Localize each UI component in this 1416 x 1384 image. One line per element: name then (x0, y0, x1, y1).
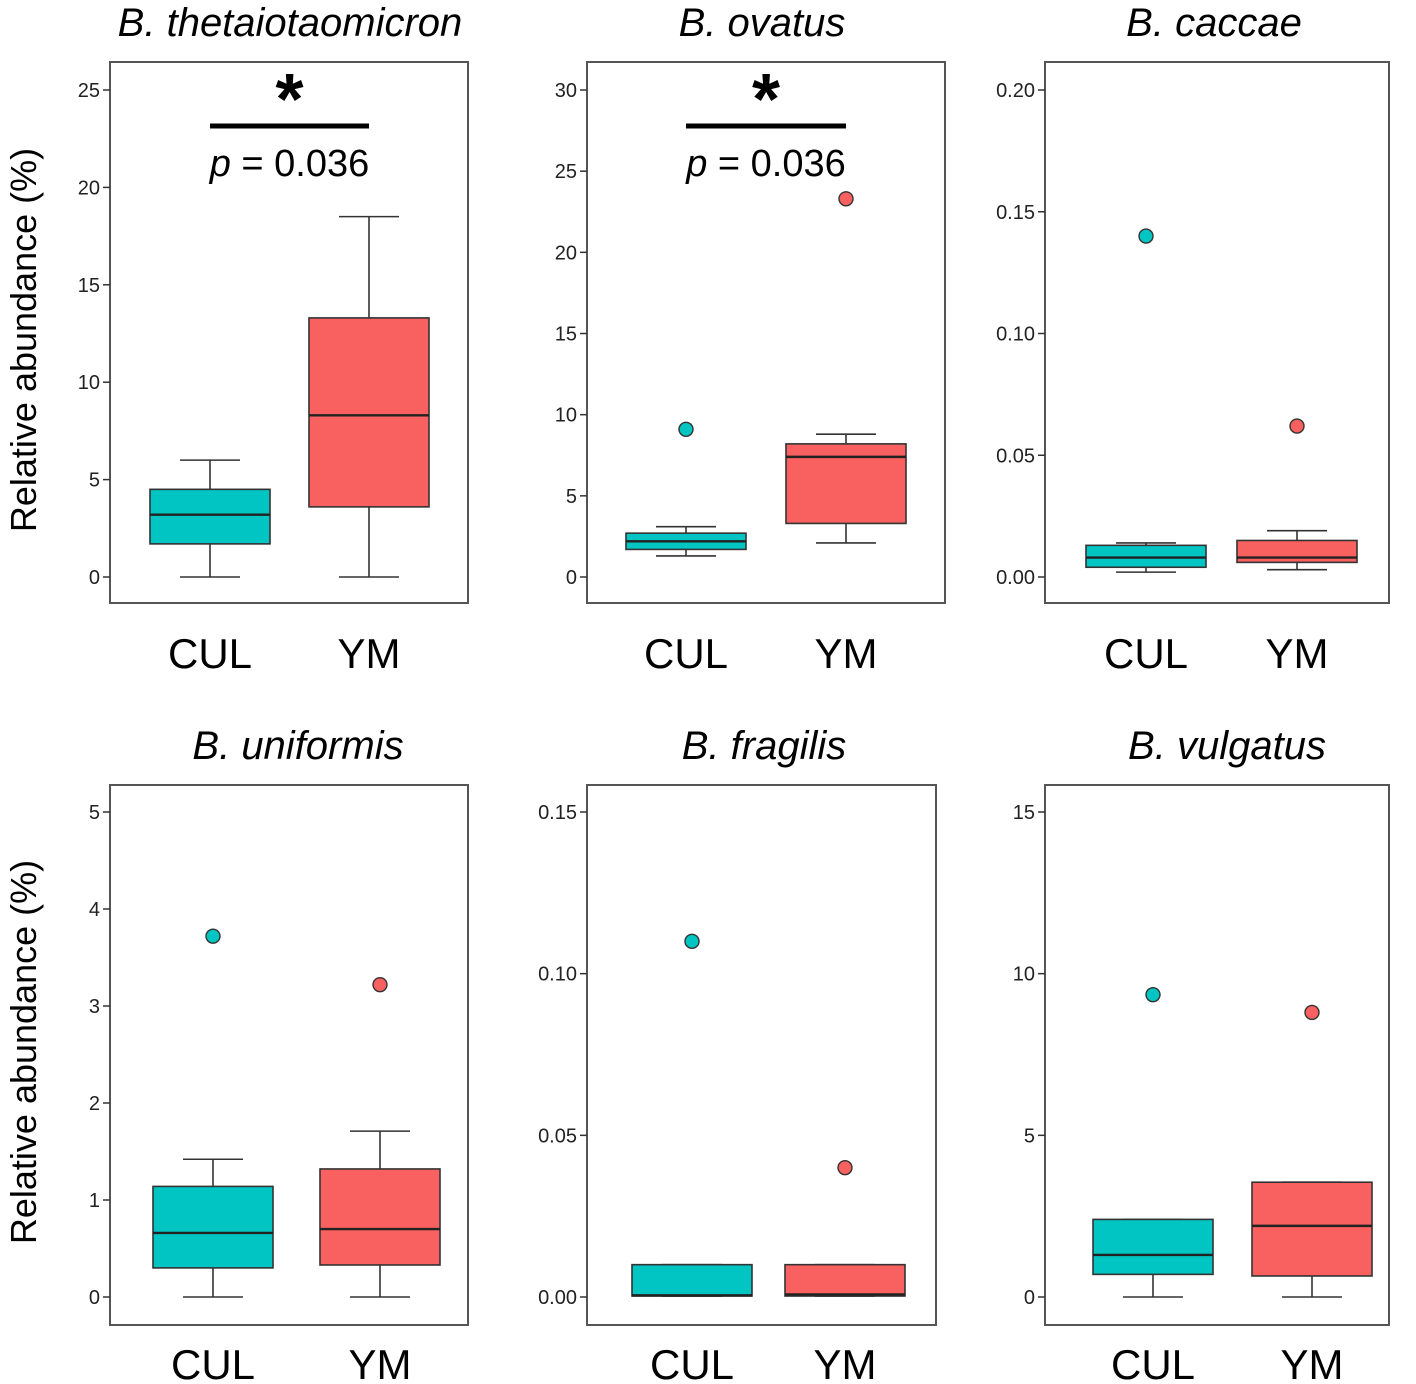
panel-4-ytick-label: 2 (89, 1093, 100, 1115)
panel-2-ytick-label: 30 (555, 80, 577, 102)
panel-2-ytick-label: 0 (566, 567, 577, 589)
panel-6-ytick-label: 15 (1013, 802, 1035, 824)
panel-4-frame (109, 784, 469, 1326)
panel-4-cul-outlier (205, 928, 221, 944)
panel-1-ytick-label: 25 (78, 80, 100, 102)
y-axis-label-bottom: Relative abundance (%) (3, 860, 44, 1244)
panel-2-ytick-label: 20 (555, 242, 577, 264)
panel-5-ytick-label: 0.15 (538, 802, 577, 824)
panel-4-cul-box (152, 1185, 274, 1269)
panel-4-ytick-label: 1 (89, 1190, 100, 1212)
panel-1-ytick-label: 10 (78, 372, 100, 394)
panel-1-significance-star: * (275, 60, 303, 140)
panel-5-ytick-label: 0.10 (538, 964, 577, 986)
panel-6-ytick-label: 5 (1024, 1125, 1035, 1147)
panel-3-category-label: CUL (1104, 630, 1188, 677)
panel-6-ytick-label: 0 (1024, 1287, 1035, 1309)
panel-4-ytick-label: 0 (89, 1287, 100, 1309)
panel-4-category-label: YM (349, 1341, 412, 1384)
panel-6-frame (1044, 784, 1390, 1326)
panel-1-category-label: YM (338, 630, 401, 677)
panel-1-title: B. thetaiotaomicron (118, 1, 463, 45)
panel-3-ytick-label: 0.15 (996, 202, 1035, 224)
panel-1-p-number: = 0.036 (231, 143, 369, 185)
panel-4-ym-outlier (372, 976, 388, 993)
panel-1-ytick-label: 20 (78, 177, 100, 199)
panel-5-title: B. fragilis (682, 724, 847, 768)
panel-6-category-label: YM (1281, 1341, 1344, 1384)
panel-5-frame (586, 784, 937, 1326)
panel-2-p-value: p = 0.036 (685, 143, 846, 185)
panel-6-ytick-label: 10 (1013, 964, 1035, 986)
panel-3-cul-outlier (1138, 228, 1154, 244)
panel-6-title: B. vulgatus (1128, 724, 1326, 768)
panel-1-ytick-label: 5 (89, 470, 100, 492)
panel-3-frame (1044, 61, 1390, 604)
panel-2-ytick-label: 15 (555, 324, 577, 346)
panel-2-ytick-label: 25 (555, 161, 577, 183)
panel-2-cul-outlier (678, 421, 694, 437)
panel-2-title: B. ovatus (679, 1, 846, 45)
panel-2-p-number: = 0.036 (707, 143, 845, 185)
panel-6-ym-outlier (1304, 1004, 1320, 1021)
panel-1-p-value: p = 0.036 (209, 143, 370, 185)
panel-2-ym-outlier (838, 191, 854, 207)
panel-3-cul-box (1085, 544, 1207, 569)
panel-5-ytick-label: 0.00 (538, 1287, 577, 1309)
panel-5-cul-outlier (684, 933, 700, 950)
panel-5-category-label: CUL (650, 1341, 734, 1384)
y-axis-label-top: Relative abundance (%) (3, 148, 44, 532)
panel-4-ytick-label: 5 (89, 802, 100, 824)
panel-3-ytick-label: 0.00 (996, 567, 1035, 589)
panel-6-cul-box (1092, 1218, 1214, 1276)
panel-3-category-label: YM (1266, 630, 1329, 677)
panel-3-ytick-label: 0.10 (996, 324, 1035, 346)
panel-6-ym-box (1251, 1181, 1373, 1277)
panel-2-p-symbol: p (685, 143, 707, 185)
panel-2-frame (586, 61, 946, 604)
panel-4-category-label: CUL (171, 1341, 255, 1384)
panel-1-category-label: CUL (168, 630, 252, 677)
panel-1-frame (109, 61, 469, 604)
panel-2-significance-star: * (752, 60, 780, 140)
panel-5-category-label: YM (814, 1341, 877, 1384)
panel-3-ytick-label: 0.20 (996, 80, 1035, 102)
panel-1-ym-box (308, 317, 430, 508)
panel-3-title: B. caccae (1126, 1, 1302, 45)
panel-1-p-symbol: p (209, 143, 231, 185)
panel-5-ym-box (784, 1263, 906, 1297)
panel-1-cul-box (149, 488, 271, 545)
panel-6-category-label: CUL (1111, 1341, 1195, 1384)
panel-4-ym-box (319, 1168, 441, 1266)
panel-5-cul-box (631, 1263, 753, 1297)
panel-5-ym-outlier (837, 1159, 853, 1176)
panel-2-ytick-label: 5 (566, 486, 577, 508)
panel-4-ytick-label: 3 (89, 996, 100, 1018)
panel-4-title: B. uniformis (192, 724, 403, 768)
panel-2-category-label: CUL (644, 630, 728, 677)
panel-5-ytick-label: 0.05 (538, 1125, 577, 1147)
panel-3-ytick-label: 0.05 (996, 445, 1035, 467)
panel-4-ytick-label: 4 (89, 899, 100, 921)
panel-6-cul-outlier (1145, 986, 1161, 1003)
panel-1-ytick-label: 15 (78, 275, 100, 297)
panel-2-ytick-label: 10 (555, 405, 577, 427)
panel-1-ytick-label: 0 (89, 567, 100, 589)
panel-3-ym-box (1236, 539, 1358, 564)
panel-3-ym-outlier (1289, 418, 1305, 434)
panel-2-category-label: YM (815, 630, 878, 677)
